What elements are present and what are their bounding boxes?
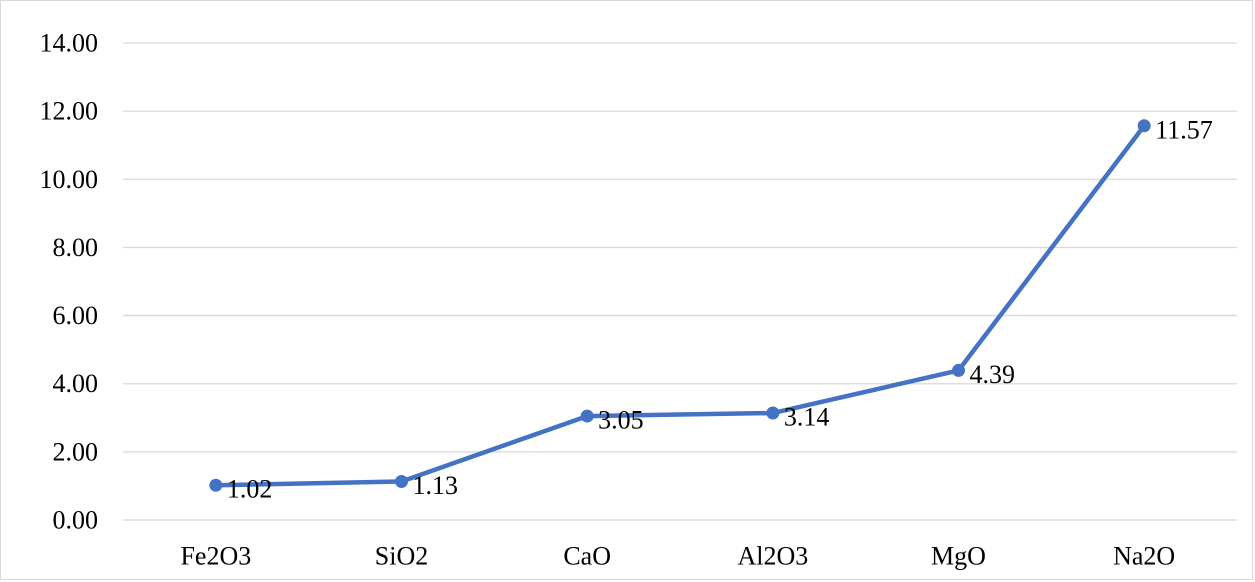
y-tick-label: 8.00 xyxy=(53,233,99,262)
x-tick-label: Na2O xyxy=(1113,542,1175,571)
x-axis-tick-labels: Fe2O3 SiO2 CaO Al2O3 MgO Na2O xyxy=(180,542,1175,571)
data-label: 4.39 xyxy=(970,360,1016,389)
data-point-marker xyxy=(1137,119,1151,133)
series-group xyxy=(209,119,1151,492)
data-label: 11.57 xyxy=(1155,115,1213,144)
y-tick-label: 12.00 xyxy=(40,97,99,126)
x-tick-label: Al2O3 xyxy=(737,542,808,571)
data-point-marker xyxy=(395,474,408,488)
data-labels: 1.02 1.13 3.05 3.14 4.39 11.57 xyxy=(227,115,1213,503)
data-point-marker xyxy=(766,406,780,420)
x-tick-label: SiO2 xyxy=(375,542,428,571)
data-point-marker xyxy=(209,478,223,492)
x-tick-label: Fe2O3 xyxy=(180,542,251,571)
data-label: 3.05 xyxy=(598,406,644,435)
data-label: 1.13 xyxy=(413,471,459,500)
data-label: 1.02 xyxy=(227,475,272,504)
series-line xyxy=(213,123,1147,488)
x-tick-label: CaO xyxy=(563,542,611,571)
data-point-marker xyxy=(952,363,965,377)
y-tick-label: 4.00 xyxy=(53,369,99,398)
y-axis-tick-labels: 0.00 2.00 4.00 6.00 8.00 10.00 12.00 14.00 xyxy=(40,29,99,535)
data-point-marker xyxy=(580,409,594,423)
y-tick-label: 10.00 xyxy=(40,165,99,194)
gridlines xyxy=(123,42,1237,453)
x-tick-label: MgO xyxy=(931,542,986,571)
data-label: 3.14 xyxy=(784,403,830,432)
y-tick-label: 6.00 xyxy=(53,301,99,330)
y-tick-label: 2.00 xyxy=(53,437,99,466)
y-tick-label: 0.00 xyxy=(53,506,99,535)
y-tick-label: 14.00 xyxy=(40,29,99,58)
